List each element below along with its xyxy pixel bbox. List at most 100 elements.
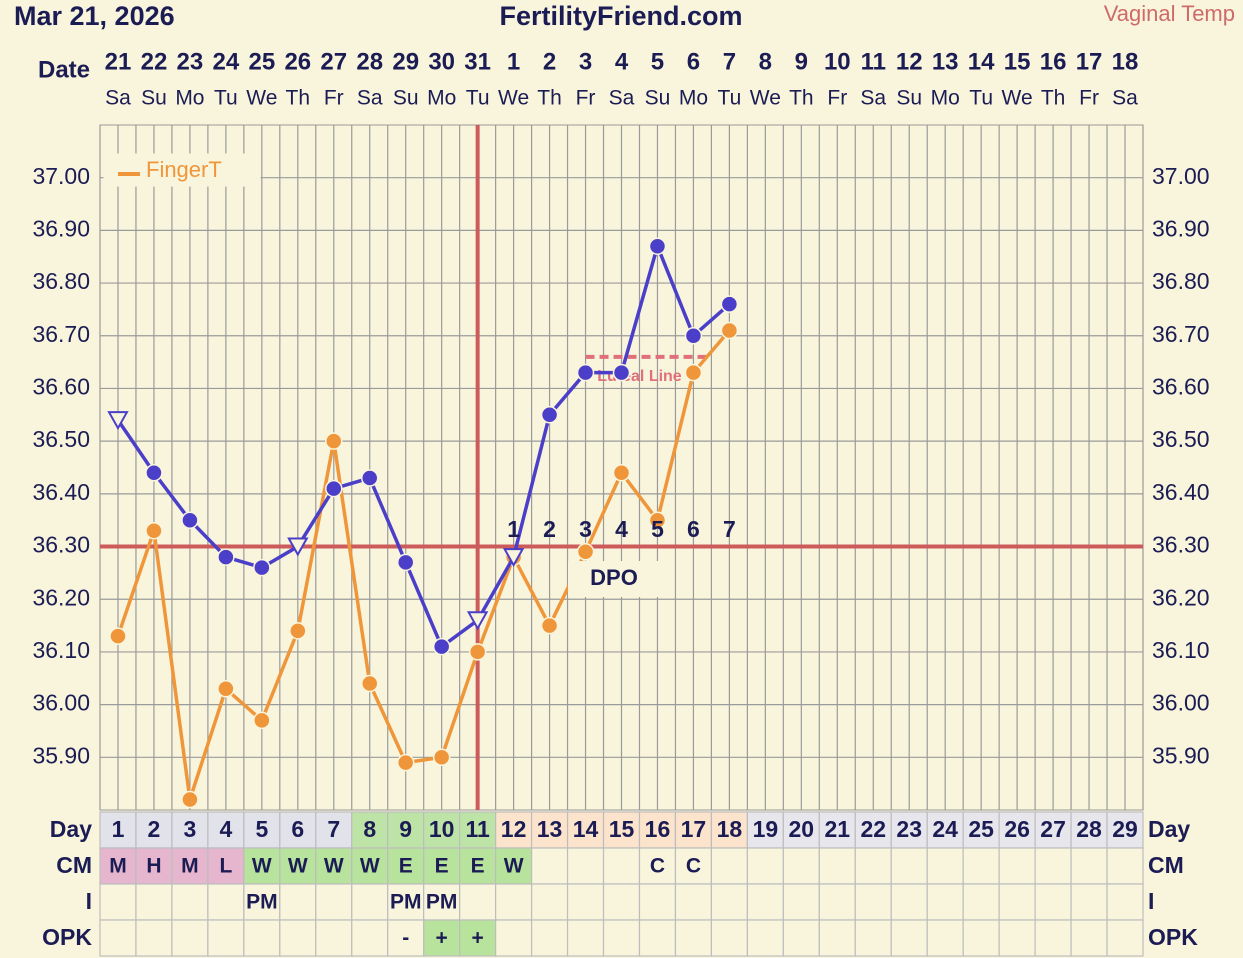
date-label: 15 bbox=[1004, 48, 1031, 75]
date-label: 21 bbox=[105, 48, 132, 75]
row-value: 5 bbox=[255, 816, 268, 842]
temp-type: Vaginal Temp bbox=[1104, 1, 1235, 26]
row-cell bbox=[1034, 847, 1072, 885]
row-cell bbox=[710, 919, 748, 957]
row-cell bbox=[1070, 919, 1108, 957]
weekday-label: Fr bbox=[1079, 87, 1099, 110]
row-cell bbox=[818, 847, 856, 885]
row-value: - bbox=[402, 927, 409, 950]
row-value: + bbox=[436, 927, 448, 950]
row-value: 20 bbox=[789, 816, 815, 842]
date-label: 5 bbox=[651, 48, 664, 75]
row-cell bbox=[243, 811, 281, 849]
row-cell bbox=[674, 919, 713, 957]
point bbox=[720, 295, 739, 313]
dpo-number: 2 bbox=[543, 516, 556, 542]
weekday-label: We bbox=[1002, 87, 1033, 110]
point bbox=[396, 753, 415, 772]
point bbox=[432, 748, 451, 767]
y-tick-label: 36.70 bbox=[32, 321, 90, 347]
row-cell bbox=[674, 883, 713, 921]
row-cell bbox=[782, 847, 820, 885]
row-cell bbox=[387, 811, 425, 849]
point bbox=[648, 237, 667, 255]
date-label: 14 bbox=[968, 48, 995, 75]
row-cell bbox=[99, 847, 137, 885]
row-value: 10 bbox=[429, 816, 455, 842]
chart-date: Mar 21, 2026 bbox=[14, 1, 175, 31]
date-label: 27 bbox=[320, 48, 347, 75]
y-tick-label: 36.10 bbox=[32, 637, 90, 663]
dpo-number: 4 bbox=[615, 516, 628, 542]
date-label: 11 bbox=[861, 48, 886, 75]
date-label: 25 bbox=[248, 48, 275, 75]
date-label: 4 bbox=[615, 48, 629, 75]
row-cell bbox=[135, 847, 173, 885]
y-tick-label: 36.00 bbox=[32, 690, 90, 716]
site-title: FertilityFriend.com bbox=[499, 1, 742, 31]
weekday-label: Sa bbox=[1112, 87, 1138, 110]
row-cell bbox=[495, 919, 533, 957]
row-value: PM bbox=[390, 891, 422, 914]
row-value: 22 bbox=[860, 816, 886, 842]
weekday-label: Th bbox=[537, 87, 562, 110]
point bbox=[145, 464, 163, 482]
row-cell bbox=[782, 883, 820, 921]
weekday-label: Sa bbox=[357, 87, 383, 110]
row-cell bbox=[279, 847, 317, 885]
row-value: 13 bbox=[537, 816, 563, 842]
row-value: 4 bbox=[219, 816, 232, 842]
point bbox=[217, 680, 235, 698]
row-cell bbox=[854, 919, 892, 957]
row-value: 16 bbox=[645, 816, 671, 842]
row-value: 3 bbox=[184, 816, 197, 842]
row-cell bbox=[890, 847, 928, 885]
point bbox=[396, 553, 415, 572]
row-value: 8 bbox=[363, 816, 376, 842]
row-cell bbox=[926, 811, 964, 849]
row-cell bbox=[171, 847, 209, 885]
row-cell bbox=[99, 919, 137, 957]
row-cell bbox=[99, 883, 137, 921]
row-value: M bbox=[181, 855, 199, 878]
row-value: 24 bbox=[932, 816, 958, 842]
row-label: I bbox=[86, 888, 92, 914]
date-label: 17 bbox=[1076, 48, 1103, 75]
row-cell bbox=[602, 919, 641, 957]
weekday-label: Sa bbox=[609, 87, 635, 110]
row-cell bbox=[782, 919, 820, 957]
dpo-number: 5 bbox=[651, 516, 664, 542]
point bbox=[217, 548, 235, 566]
y-tick-label-right: 36.70 bbox=[1152, 321, 1210, 347]
row-value: W bbox=[324, 855, 344, 878]
row-value: W bbox=[288, 855, 308, 878]
y-tick-label-right: 36.80 bbox=[1152, 268, 1210, 294]
row-value: W bbox=[252, 855, 272, 878]
row-cell bbox=[818, 919, 856, 957]
row-cell bbox=[530, 919, 569, 957]
row-value: W bbox=[504, 855, 524, 878]
row-value: E bbox=[399, 855, 413, 878]
row-value: 7 bbox=[327, 816, 340, 842]
date-label: 31 bbox=[464, 48, 491, 75]
point bbox=[540, 616, 559, 635]
row-value: 11 bbox=[465, 816, 490, 842]
row-value: L bbox=[219, 855, 232, 878]
row-cell bbox=[387, 883, 425, 921]
point bbox=[684, 363, 703, 382]
row-cell bbox=[171, 919, 209, 957]
row-value: M bbox=[109, 855, 127, 878]
row-cell bbox=[602, 847, 641, 885]
point bbox=[289, 622, 307, 640]
weekday-label: We bbox=[750, 87, 781, 110]
row-cell bbox=[710, 883, 748, 921]
row-value: 18 bbox=[717, 816, 743, 842]
row-cell bbox=[207, 811, 245, 849]
point bbox=[612, 363, 631, 382]
y-tick-label: 36.30 bbox=[32, 532, 90, 558]
row-cell bbox=[674, 847, 713, 885]
date-label: 18 bbox=[1112, 48, 1139, 75]
point bbox=[325, 479, 343, 498]
point bbox=[540, 406, 559, 424]
row-value: 12 bbox=[501, 816, 527, 842]
